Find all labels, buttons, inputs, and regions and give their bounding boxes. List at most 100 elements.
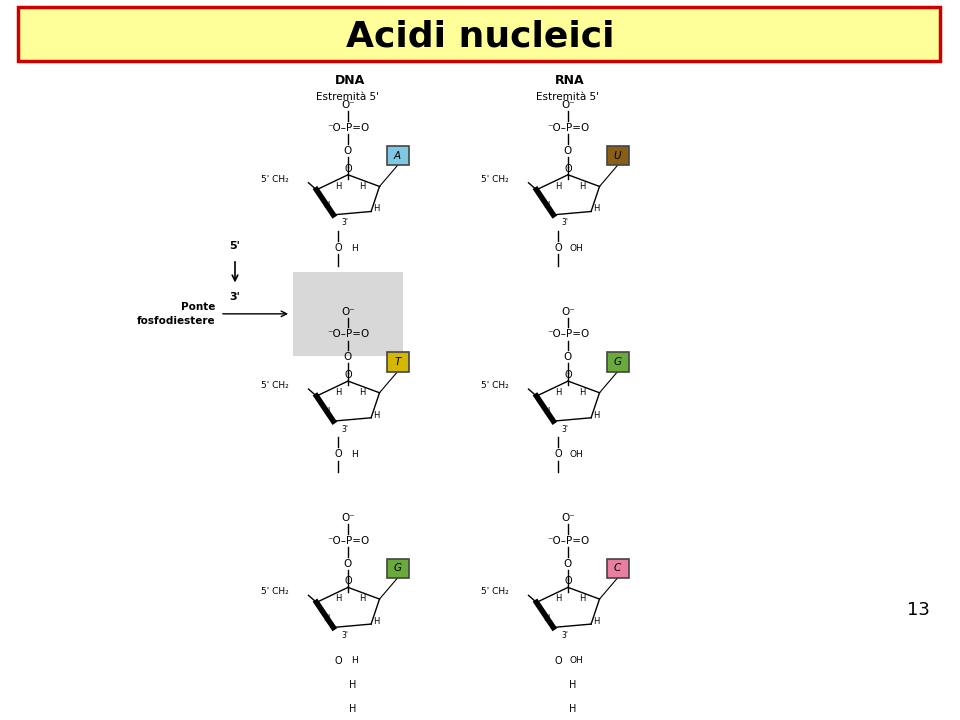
Text: H: H <box>335 594 341 603</box>
Text: 5' CH₂: 5' CH₂ <box>481 381 509 390</box>
Text: O: O <box>564 352 572 362</box>
Text: H: H <box>542 201 549 210</box>
FancyBboxPatch shape <box>18 7 940 61</box>
Text: 5' CH₂: 5' CH₂ <box>261 588 289 596</box>
Text: Ponte: Ponte <box>180 302 215 312</box>
Text: O⁻: O⁻ <box>341 513 355 523</box>
Text: 5' CH₂: 5' CH₂ <box>481 175 509 184</box>
Text: G: G <box>613 357 621 367</box>
Text: H: H <box>372 617 379 626</box>
Bar <box>607 146 629 166</box>
Text: DNA: DNA <box>335 74 365 87</box>
Text: O: O <box>555 656 563 666</box>
Text: H: H <box>555 594 562 603</box>
Text: ⁻O–P=O: ⁻O–P=O <box>326 330 370 339</box>
Text: ⁻O–P=O: ⁻O–P=O <box>326 123 370 133</box>
Text: 13: 13 <box>907 601 930 619</box>
Bar <box>387 352 409 372</box>
Text: H: H <box>351 450 358 459</box>
Text: H: H <box>579 388 586 397</box>
Bar <box>293 272 403 356</box>
Text: A: A <box>394 150 401 161</box>
Text: H: H <box>323 613 329 623</box>
Text: Estremità 5': Estremità 5' <box>317 91 379 102</box>
Text: O: O <box>564 559 572 569</box>
Text: H: H <box>569 704 577 714</box>
Text: O⁻: O⁻ <box>341 100 355 110</box>
Text: H: H <box>569 680 577 690</box>
Text: O: O <box>555 449 563 459</box>
Text: H: H <box>593 617 599 626</box>
Text: H: H <box>351 656 358 665</box>
Text: T: T <box>395 357 400 367</box>
Text: H: H <box>323 201 329 210</box>
Text: ⁻O–P=O: ⁻O–P=O <box>547 536 589 546</box>
Text: H: H <box>372 410 379 420</box>
Text: 3': 3' <box>562 631 568 640</box>
Text: O: O <box>344 146 352 156</box>
Text: H: H <box>349 704 357 714</box>
Text: H: H <box>335 388 341 397</box>
Text: H: H <box>359 594 365 603</box>
Text: H: H <box>593 204 599 213</box>
Text: O: O <box>555 243 563 253</box>
Text: O: O <box>345 370 351 380</box>
Text: O⁻: O⁻ <box>562 513 575 523</box>
Text: 5' CH₂: 5' CH₂ <box>481 588 509 596</box>
Text: O⁻: O⁻ <box>562 100 575 110</box>
Bar <box>387 146 409 166</box>
Bar <box>387 559 409 578</box>
Text: fosfodiestere: fosfodiestere <box>136 316 215 326</box>
Text: H: H <box>349 680 357 690</box>
Text: 3': 3' <box>342 425 348 433</box>
Text: H: H <box>555 181 562 191</box>
Text: O: O <box>345 576 351 586</box>
Bar <box>607 352 629 372</box>
Text: O: O <box>564 163 572 174</box>
Text: Estremità 5': Estremità 5' <box>537 91 599 102</box>
Text: O: O <box>564 576 572 586</box>
Text: ⁻O–P=O: ⁻O–P=O <box>547 330 589 339</box>
Text: H: H <box>542 613 549 623</box>
Text: 3': 3' <box>562 218 568 228</box>
Bar <box>607 559 629 578</box>
Text: H: H <box>542 408 549 416</box>
Text: OH: OH <box>569 243 583 253</box>
Text: H: H <box>335 181 341 191</box>
Text: RNA: RNA <box>555 74 585 87</box>
Text: 5' CH₂: 5' CH₂ <box>261 175 289 184</box>
Text: 3': 3' <box>342 218 348 228</box>
Text: O⁻: O⁻ <box>562 307 575 317</box>
Text: H: H <box>579 594 586 603</box>
Text: OH: OH <box>569 450 583 459</box>
Text: H: H <box>351 243 358 253</box>
Text: 5': 5' <box>229 240 240 251</box>
Text: ⁻O–P=O: ⁻O–P=O <box>326 536 370 546</box>
Text: 3': 3' <box>342 631 348 640</box>
Text: H: H <box>372 204 379 213</box>
Text: H: H <box>323 408 329 416</box>
Text: H: H <box>593 410 599 420</box>
Text: 5' CH₂: 5' CH₂ <box>261 381 289 390</box>
Text: O: O <box>344 559 352 569</box>
Text: C: C <box>613 563 621 573</box>
Text: O: O <box>334 449 342 459</box>
Text: H: H <box>555 388 562 397</box>
Text: H: H <box>359 388 365 397</box>
Text: O: O <box>344 352 352 362</box>
Text: H: H <box>579 181 586 191</box>
Text: 3': 3' <box>562 425 568 433</box>
Text: O: O <box>564 370 572 380</box>
Text: U: U <box>613 150 621 161</box>
Text: ⁻O–P=O: ⁻O–P=O <box>547 123 589 133</box>
Text: O⁻: O⁻ <box>341 307 355 317</box>
Text: G: G <box>394 563 401 573</box>
Text: 3': 3' <box>229 292 240 302</box>
Text: O: O <box>334 656 342 666</box>
Text: OH: OH <box>569 656 583 665</box>
Text: O: O <box>564 146 572 156</box>
Text: O: O <box>334 243 342 253</box>
Text: Acidi nucleici: Acidi nucleici <box>346 20 614 54</box>
Text: H: H <box>359 181 365 191</box>
Text: O: O <box>345 163 351 174</box>
